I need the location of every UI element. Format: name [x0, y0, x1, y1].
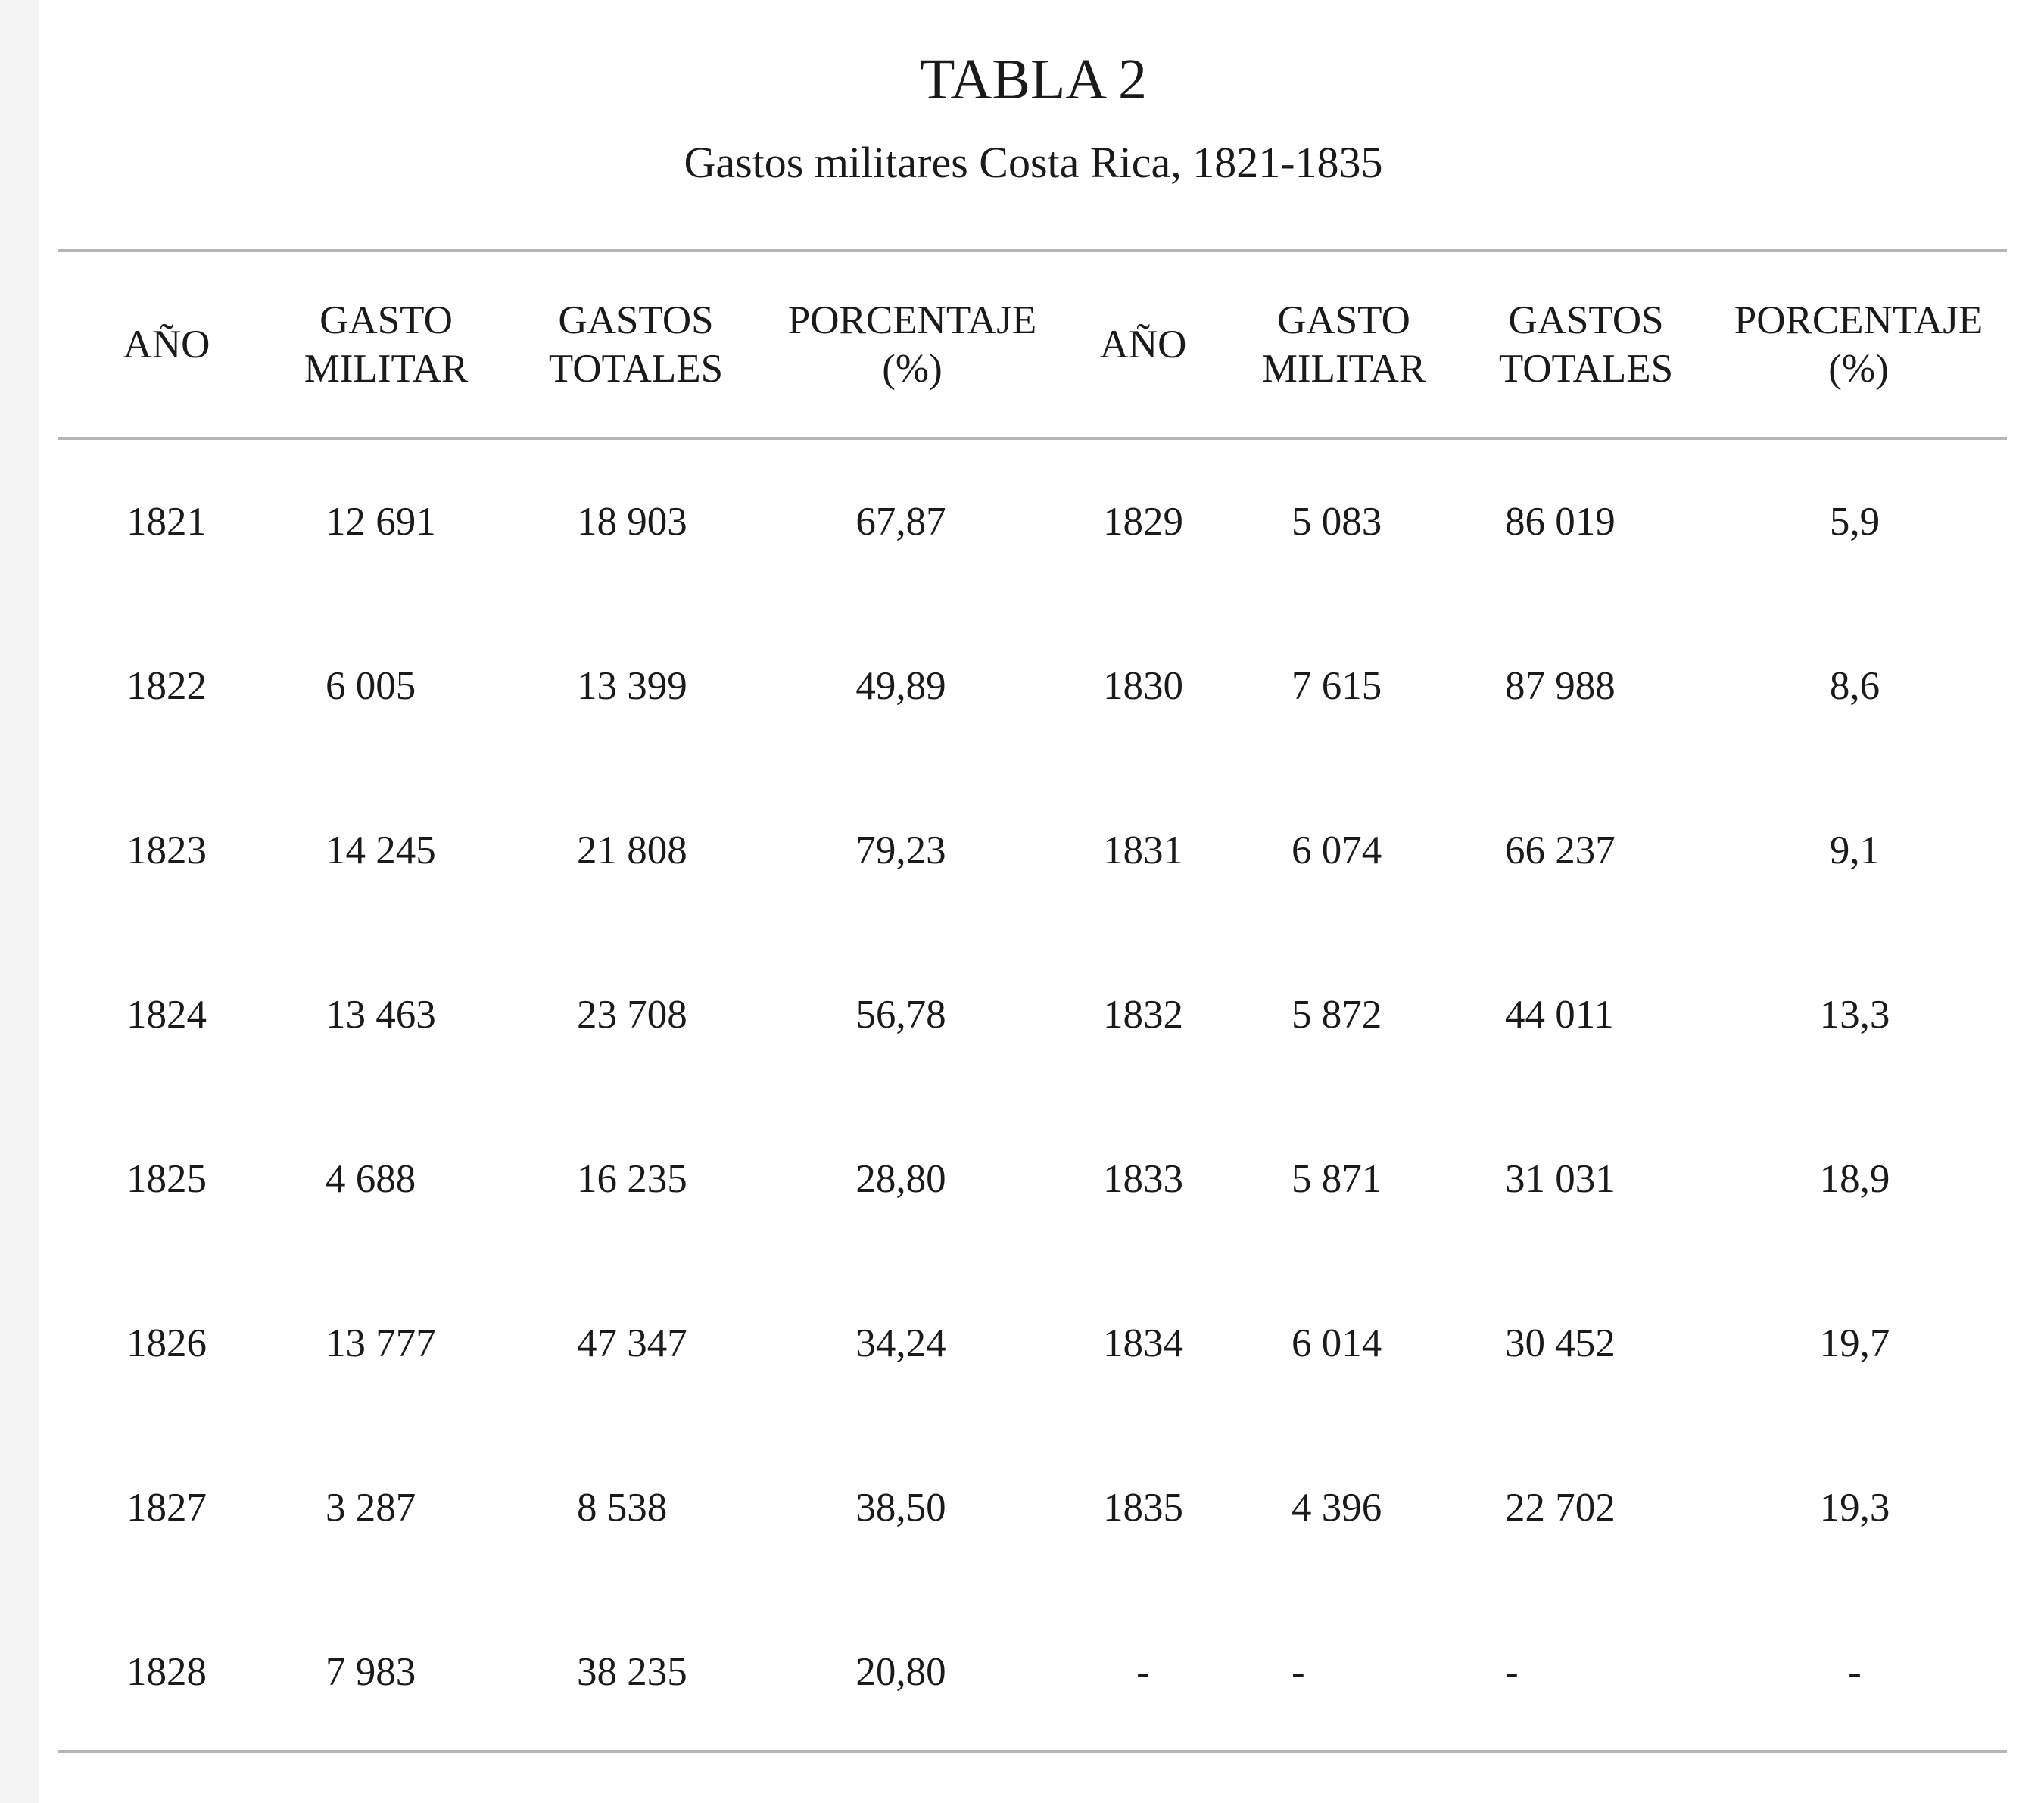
cell-military-expense-2: 5 083 — [1292, 500, 1382, 544]
cell-military-expense: 3 287 — [326, 1486, 416, 1530]
cell-total-expenses: 21 808 — [577, 828, 687, 872]
cell-total-expenses: 13 399 — [577, 664, 687, 708]
cell-military-expense: 6 005 — [326, 664, 416, 708]
cell-military-expense-2: - — [1292, 1650, 1305, 1694]
cell-total-expenses: 8 538 — [577, 1486, 668, 1530]
cell-total-expenses: 18 903 — [577, 500, 687, 544]
cell-military-expense: 4 688 — [326, 1157, 416, 1201]
cell-military-expense-2: 7 615 — [1292, 664, 1382, 708]
cell-year: 1828 — [126, 1650, 207, 1694]
cell-percentage: 79,23 — [855, 828, 946, 872]
cell-total-expenses-2: 30 452 — [1505, 1321, 1616, 1365]
header-year: AÑO — [123, 323, 210, 367]
cell-percentage-2: 18,9 — [1819, 1157, 1890, 1201]
cell-year-2: 1829 — [1103, 500, 1183, 544]
cell-percentage: 56,78 — [855, 993, 946, 1037]
cell-percentage-2: 9,1 — [1829, 828, 1880, 872]
cell-percentage-2: - — [1848, 1650, 1862, 1694]
header-military-expense-2: GASTO MILITAR — [1261, 298, 1426, 391]
table-subtitle: Gastos militares Costa Rica, 1821-1835 — [684, 138, 1383, 187]
cell-total-expenses: 47 347 — [577, 1321, 687, 1365]
cell-military-expense: 13 463 — [326, 993, 436, 1037]
cell-percentage: 20,80 — [855, 1650, 946, 1694]
header-percentage: PORCENTAJE (%) — [787, 298, 1037, 391]
header-total-expenses: GASTOS TOTALES — [548, 298, 724, 391]
cell-military-expense-2: 5 872 — [1292, 993, 1382, 1037]
cell-year: 1826 — [126, 1321, 207, 1365]
cell-total-expenses-2: 31 031 — [1505, 1157, 1616, 1201]
cell-percentage-2: 13,3 — [1819, 993, 1890, 1037]
cell-percentage-2: 8,6 — [1829, 664, 1880, 708]
top-rule — [58, 249, 2007, 252]
cell-military-expense: 14 245 — [326, 828, 436, 872]
cell-year-2: 1833 — [1103, 1157, 1183, 1201]
cell-percentage-2: 19,7 — [1819, 1321, 1890, 1365]
table-row: 1827 3 287 8 538 38,50 1835 4 396 22 702 19,3 — [0, 1426, 2044, 1590]
cell-year: 1823 — [126, 828, 207, 872]
cell-total-expenses-2: 87 988 — [1505, 664, 1616, 708]
bottom-rule — [58, 1750, 2007, 1753]
cell-total-expenses-2: 66 237 — [1505, 828, 1616, 872]
table-row: 1825 4 688 16 235 28,80 1833 5 871 31 031 18,9 — [0, 1097, 2044, 1262]
header-year-2: AÑO — [1099, 323, 1187, 367]
cell-total-expenses-2: 44 011 — [1505, 993, 1614, 1037]
cell-military-expense: 7 983 — [326, 1650, 416, 1694]
cell-year: 1821 — [126, 500, 207, 544]
cell-percentage-2: 19,3 — [1819, 1486, 1890, 1530]
cell-military-expense-2: 6 074 — [1292, 828, 1382, 872]
header-percentage-2: PORCENTAJE (%) — [1734, 298, 1983, 391]
cell-percentage-2: 5,9 — [1829, 500, 1880, 544]
table-row: 1824 13 463 23 708 56,78 1832 5 872 44 011 13,3 — [0, 933, 2044, 1097]
cell-military-expense-2: 6 014 — [1292, 1321, 1382, 1365]
header-military-expense: GASTO MILITAR — [304, 298, 469, 391]
cell-total-expenses-2: - — [1505, 1650, 1519, 1694]
table-row: 1822 6 005 13 399 49,89 1830 7 615 87 988 8,6 — [0, 604, 2044, 769]
table-row: 1821 12 691 18 903 67,87 1829 5 083 86 019 5,9 — [0, 440, 2044, 604]
cell-total-expenses: 23 708 — [577, 993, 687, 1037]
cell-military-expense: 12 691 — [326, 500, 436, 544]
cell-year-2: - — [1136, 1650, 1150, 1694]
cell-military-expense-2: 5 871 — [1292, 1157, 1382, 1201]
cell-percentage: 28,80 — [855, 1157, 946, 1201]
page-edge — [0, 0, 39, 1803]
cell-year: 1824 — [126, 993, 207, 1037]
cell-year-2: 1831 — [1103, 828, 1183, 872]
cell-percentage: 38,50 — [855, 1486, 946, 1530]
table-title: TABLA 2 — [919, 48, 1148, 111]
cell-year: 1825 — [126, 1157, 207, 1201]
table-header-row: AÑO GASTO MILITAR GASTOS TOTALES PORCENT… — [0, 252, 2044, 437]
cell-total-expenses: 38 235 — [577, 1650, 687, 1694]
cell-year: 1822 — [126, 664, 207, 708]
cell-total-expenses-2: 86 019 — [1505, 500, 1616, 544]
cell-military-expense-2: 4 396 — [1292, 1486, 1382, 1530]
cell-year-2: 1834 — [1103, 1321, 1183, 1365]
cell-year: 1827 — [126, 1486, 207, 1530]
cell-percentage: 34,24 — [855, 1321, 946, 1365]
header-rule — [58, 437, 2007, 440]
cell-military-expense: 13 777 — [326, 1321, 436, 1365]
table-row: 1826 13 777 47 347 34,24 1834 6 014 30 452 19,7 — [0, 1262, 2044, 1426]
cell-total-expenses: 16 235 — [577, 1157, 687, 1201]
table-row: 1828 7 983 38 235 20,80 - - - - — [0, 1590, 2044, 1755]
table-body: 1821 12 691 18 903 67,87 1829 5 083 86 019 5,9 1… — [0, 440, 2044, 1755]
header-total-expenses-2: GASTOS TOTALES — [1498, 298, 1674, 391]
cell-total-expenses-2: 22 702 — [1505, 1486, 1616, 1530]
table-row: 1823 14 245 21 808 79,23 1831 6 074 66 237 9,1 — [0, 769, 2044, 933]
cell-percentage: 49,89 — [855, 664, 946, 708]
cell-year-2: 1835 — [1103, 1486, 1183, 1530]
cell-percentage: 67,87 — [855, 500, 946, 544]
cell-year-2: 1832 — [1103, 993, 1183, 1037]
cell-year-2: 1830 — [1103, 664, 1183, 708]
